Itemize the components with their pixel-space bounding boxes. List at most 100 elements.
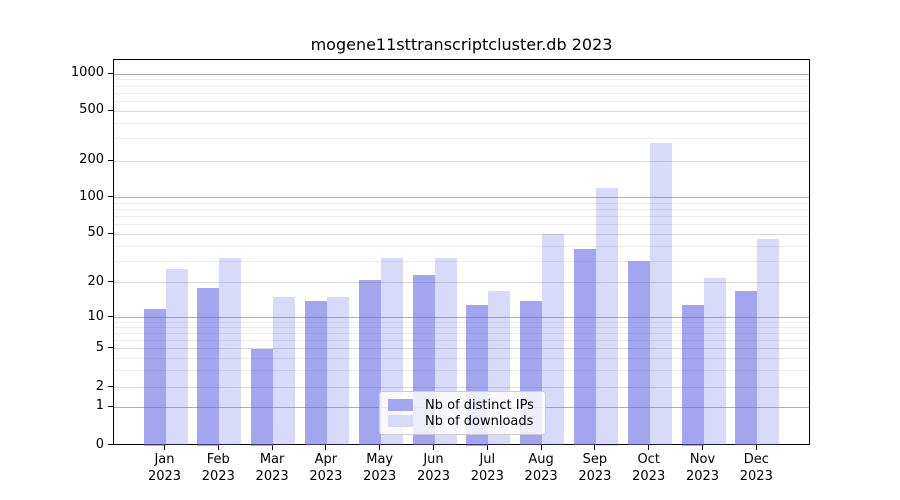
plot-area: Nb of distinct IPs Nb of downloads <box>113 59 810 446</box>
x-tick-label: Aug 2023 <box>524 452 558 484</box>
gridline <box>114 317 809 319</box>
chart-title: mogene11sttranscriptcluster.db 2023 <box>310 35 613 54</box>
gridline-minor <box>114 333 809 334</box>
x-tick-mark <box>433 445 434 450</box>
x-tick-mark <box>648 445 650 450</box>
x-tick-mark <box>540 445 542 450</box>
x-tick-mark <box>379 445 381 450</box>
x-tick-label: Feb 2023 <box>201 452 235 484</box>
y-tick-mark <box>108 386 113 387</box>
bar-downloads-dec <box>757 238 780 446</box>
y-tick-mark <box>108 159 113 161</box>
gridline-minor <box>114 224 809 226</box>
gridline <box>114 160 809 162</box>
x-tick-label: Apr 2023 <box>309 452 343 484</box>
gridline <box>114 73 809 75</box>
legend-item-downloads: Nb of downloads <box>388 413 537 429</box>
y-tick-mark <box>108 72 113 74</box>
x-tick-mark <box>217 445 219 450</box>
bar-downloads-apr <box>326 297 349 446</box>
bar-downloads-aug <box>542 234 565 446</box>
y-tick-mark <box>108 316 113 318</box>
x-tick-label: Jan 2023 <box>147 452 182 484</box>
x-tick-mark <box>325 445 327 450</box>
bar-distinct-ips-feb <box>197 288 220 446</box>
gridline-minor <box>114 369 809 371</box>
gridline <box>114 387 809 388</box>
y-tick-mark <box>108 281 113 283</box>
gridline-minor <box>114 92 809 94</box>
bar-distinct-ips-sep <box>573 248 596 446</box>
legend-swatch-distinct-ips-icon <box>388 399 413 411</box>
bar-distinct-ips-apr <box>304 300 327 446</box>
gridline-minor <box>114 202 809 204</box>
legend: Nb of distinct IPs Nb of downloads <box>379 391 546 435</box>
x-tick-mark <box>755 445 757 450</box>
y-tick-label: 10 <box>87 308 104 324</box>
gridline <box>114 348 809 349</box>
legend-swatch-downloads-icon <box>388 415 413 427</box>
bar-downloads-nov <box>703 277 726 446</box>
legend-label-distinct-ips: Nb of distinct IPs <box>425 397 534 413</box>
x-tick-label: Sep 2023 <box>578 452 612 484</box>
gridline-minor <box>114 79 809 81</box>
bar-downloads-sep <box>595 188 618 446</box>
y-tick-label: 20 <box>87 273 104 289</box>
bar-distinct-ips-jan <box>143 308 166 446</box>
gridline-minor <box>114 321 809 323</box>
gridline <box>114 282 809 284</box>
gridline-minor <box>114 138 809 140</box>
x-tick-label: Nov 2023 <box>685 452 720 484</box>
x-tick-label: Dec 2023 <box>739 452 773 484</box>
bar-distinct-ips-oct <box>627 261 650 446</box>
y-tick-mark <box>108 405 113 407</box>
x-tick-mark <box>164 445 165 450</box>
y-tick-label: 1 <box>95 398 104 413</box>
gridline <box>114 197 809 199</box>
gridline-minor <box>114 122 809 124</box>
y-tick-mark <box>108 444 113 445</box>
gridline-minor <box>114 327 809 329</box>
y-tick-label: 1000 <box>70 65 104 81</box>
x-tick-mark <box>271 445 273 450</box>
x-tick-mark <box>486 445 488 450</box>
y-tick-label: 100 <box>79 188 104 204</box>
bar-distinct-ips-dec <box>735 290 758 446</box>
x-tick-label: Jul 2023 <box>470 452 504 484</box>
bar-distinct-ips-mar <box>251 348 274 446</box>
gridline-minor <box>114 100 809 102</box>
gridline-minor <box>114 216 809 217</box>
gridline <box>114 233 809 235</box>
y-tick-label: 50 <box>87 225 104 241</box>
gridline <box>114 110 809 112</box>
x-tick-mark <box>702 445 703 450</box>
x-tick-label: May 2023 <box>363 452 397 484</box>
bar-downloads-mar <box>273 297 296 446</box>
y-tick-mark <box>108 232 113 234</box>
bar-downloads-feb <box>219 257 242 446</box>
bar-downloads-oct <box>649 142 672 446</box>
gridline-minor <box>114 260 809 262</box>
y-tick-label: 200 <box>79 152 104 167</box>
y-tick-label: 2 <box>95 378 104 394</box>
bar-distinct-ips-nov <box>681 304 704 446</box>
y-tick-mark <box>108 109 113 111</box>
y-tick-mark <box>108 196 113 198</box>
gridline-minor <box>114 357 809 359</box>
bar-downloads-jan <box>165 268 188 446</box>
gridline-minor <box>114 339 809 341</box>
x-tick-mark <box>594 445 596 450</box>
y-tick-label: 0 <box>95 436 104 452</box>
gridline-minor <box>114 85 809 87</box>
y-tick-label: 500 <box>79 102 104 117</box>
legend-item-distinct-ips: Nb of distinct IPs <box>388 397 537 413</box>
y-tick-label: 5 <box>95 339 104 355</box>
x-tick-label: Mar 2023 <box>255 452 289 484</box>
x-tick-label: Jun 2023 <box>416 452 451 484</box>
legend-label-downloads: Nb of downloads <box>425 413 534 429</box>
y-tick-mark <box>108 347 113 348</box>
gridline-minor <box>114 209 809 210</box>
gridline-minor <box>114 245 809 247</box>
x-tick-label: Oct 2023 <box>632 452 666 484</box>
